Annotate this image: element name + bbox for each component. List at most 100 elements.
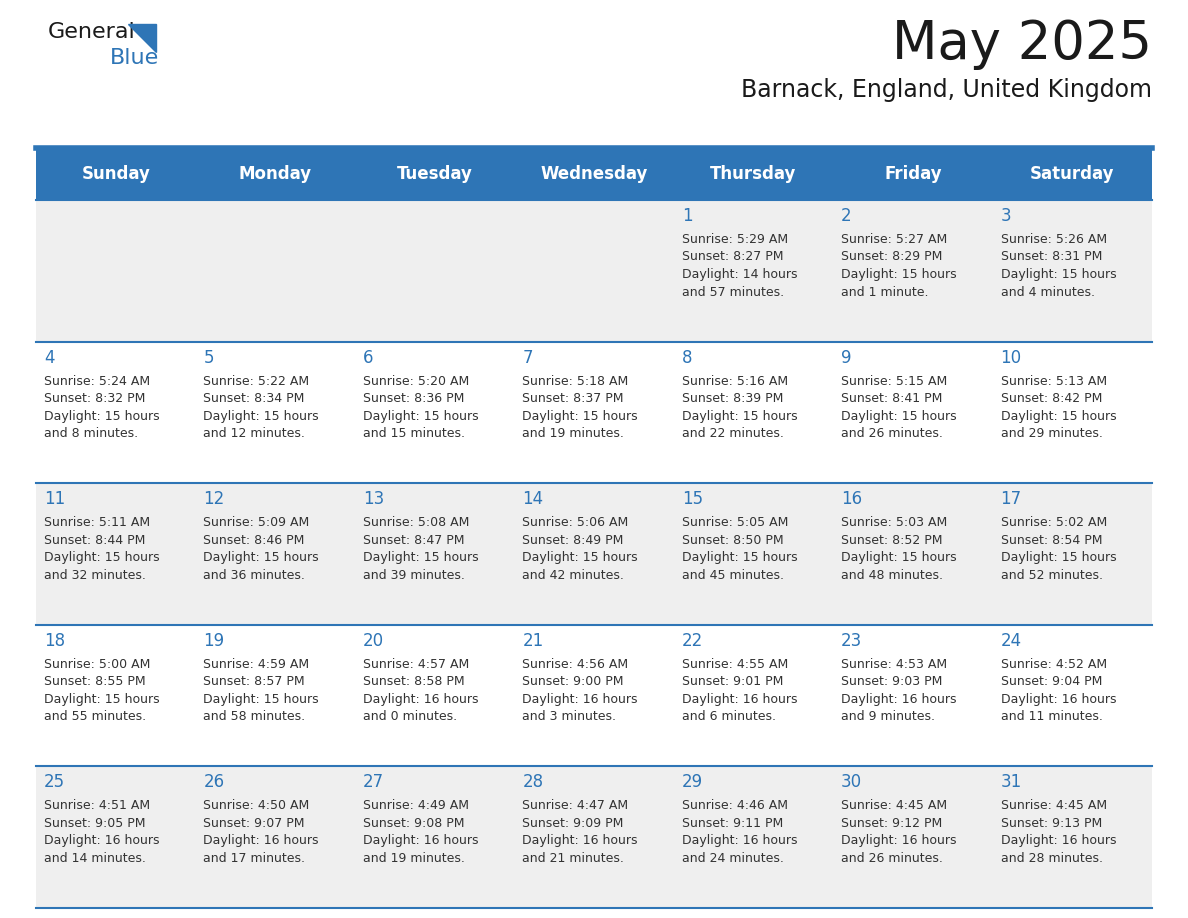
Text: Daylight: 15 hours: Daylight: 15 hours	[841, 409, 956, 422]
Text: Sunrise: 5:11 AM: Sunrise: 5:11 AM	[44, 516, 150, 529]
Text: Daylight: 15 hours: Daylight: 15 hours	[203, 551, 320, 565]
Text: Daylight: 16 hours: Daylight: 16 hours	[682, 834, 797, 847]
Text: Sunset: 8:42 PM: Sunset: 8:42 PM	[1000, 392, 1102, 405]
Text: Daylight: 15 hours: Daylight: 15 hours	[682, 551, 797, 565]
Text: 19: 19	[203, 632, 225, 650]
Text: Sunrise: 4:53 AM: Sunrise: 4:53 AM	[841, 658, 947, 671]
Text: 24: 24	[1000, 632, 1022, 650]
Text: 20: 20	[362, 632, 384, 650]
Text: Sunrise: 4:49 AM: Sunrise: 4:49 AM	[362, 800, 469, 812]
Text: 15: 15	[682, 490, 703, 509]
Text: Daylight: 15 hours: Daylight: 15 hours	[1000, 551, 1117, 565]
Text: Sunrise: 5:09 AM: Sunrise: 5:09 AM	[203, 516, 310, 529]
Text: Friday: Friday	[884, 165, 942, 183]
Text: and 11 minutes.: and 11 minutes.	[1000, 711, 1102, 723]
Text: 8: 8	[682, 349, 693, 366]
Text: Daylight: 15 hours: Daylight: 15 hours	[203, 693, 320, 706]
Text: Sunset: 9:09 PM: Sunset: 9:09 PM	[523, 817, 624, 830]
Text: Sunset: 9:08 PM: Sunset: 9:08 PM	[362, 817, 465, 830]
Text: 3: 3	[1000, 207, 1011, 225]
Text: 4: 4	[44, 349, 55, 366]
Polygon shape	[128, 24, 156, 52]
Bar	[36, 767, 1152, 908]
Text: Sunset: 8:55 PM: Sunset: 8:55 PM	[44, 676, 146, 688]
Text: 7: 7	[523, 349, 532, 366]
Text: and 22 minutes.: and 22 minutes.	[682, 427, 784, 440]
Text: Daylight: 16 hours: Daylight: 16 hours	[841, 834, 956, 847]
Text: Daylight: 15 hours: Daylight: 15 hours	[44, 409, 159, 422]
Text: and 21 minutes.: and 21 minutes.	[523, 852, 624, 865]
Text: Sunset: 8:32 PM: Sunset: 8:32 PM	[44, 392, 145, 405]
Text: 17: 17	[1000, 490, 1022, 509]
Text: Sunset: 8:58 PM: Sunset: 8:58 PM	[362, 676, 465, 688]
Bar	[36, 483, 1152, 625]
Text: Barnack, England, United Kingdom: Barnack, England, United Kingdom	[741, 78, 1152, 102]
Text: Sunset: 9:04 PM: Sunset: 9:04 PM	[1000, 676, 1102, 688]
Text: and 1 minute.: and 1 minute.	[841, 285, 929, 298]
Text: and 17 minutes.: and 17 minutes.	[203, 852, 305, 865]
Text: Sunrise: 5:05 AM: Sunrise: 5:05 AM	[682, 516, 788, 529]
Text: and 48 minutes.: and 48 minutes.	[841, 568, 943, 582]
Text: Sunrise: 4:52 AM: Sunrise: 4:52 AM	[1000, 658, 1107, 671]
Text: Sunrise: 4:51 AM: Sunrise: 4:51 AM	[44, 800, 150, 812]
Text: Sunrise: 4:55 AM: Sunrise: 4:55 AM	[682, 658, 788, 671]
Bar	[36, 200, 1152, 341]
Text: Daylight: 16 hours: Daylight: 16 hours	[523, 834, 638, 847]
Text: 27: 27	[362, 773, 384, 791]
Text: Sunrise: 5:08 AM: Sunrise: 5:08 AM	[362, 516, 469, 529]
Text: Daylight: 16 hours: Daylight: 16 hours	[841, 693, 956, 706]
Text: Daylight: 16 hours: Daylight: 16 hours	[44, 834, 159, 847]
Text: Sunrise: 5:22 AM: Sunrise: 5:22 AM	[203, 375, 310, 387]
Text: and 42 minutes.: and 42 minutes.	[523, 568, 624, 582]
Text: Daylight: 15 hours: Daylight: 15 hours	[1000, 409, 1117, 422]
Text: and 24 minutes.: and 24 minutes.	[682, 852, 784, 865]
Text: General: General	[48, 22, 135, 42]
Text: and 3 minutes.: and 3 minutes.	[523, 711, 617, 723]
Text: and 14 minutes.: and 14 minutes.	[44, 852, 146, 865]
Text: 23: 23	[841, 632, 862, 650]
Text: Sunset: 9:05 PM: Sunset: 9:05 PM	[44, 817, 145, 830]
Text: Sunset: 8:31 PM: Sunset: 8:31 PM	[1000, 251, 1102, 263]
Text: 18: 18	[44, 632, 65, 650]
Text: Sunday: Sunday	[81, 165, 150, 183]
Bar	[36, 148, 1152, 200]
Text: and 36 minutes.: and 36 minutes.	[203, 568, 305, 582]
Text: Sunrise: 4:45 AM: Sunrise: 4:45 AM	[1000, 800, 1107, 812]
Text: Sunrise: 5:20 AM: Sunrise: 5:20 AM	[362, 375, 469, 387]
Text: 12: 12	[203, 490, 225, 509]
Text: 30: 30	[841, 773, 862, 791]
Text: Sunrise: 4:59 AM: Sunrise: 4:59 AM	[203, 658, 310, 671]
Text: Sunset: 8:49 PM: Sunset: 8:49 PM	[523, 533, 624, 547]
Text: 6: 6	[362, 349, 373, 366]
Text: 26: 26	[203, 773, 225, 791]
Text: and 0 minutes.: and 0 minutes.	[362, 711, 457, 723]
Text: 21: 21	[523, 632, 544, 650]
Text: Sunset: 9:12 PM: Sunset: 9:12 PM	[841, 817, 942, 830]
Text: Daylight: 15 hours: Daylight: 15 hours	[682, 409, 797, 422]
Text: and 57 minutes.: and 57 minutes.	[682, 285, 784, 298]
Text: Sunrise: 5:06 AM: Sunrise: 5:06 AM	[523, 516, 628, 529]
Text: 9: 9	[841, 349, 852, 366]
Text: Sunset: 9:03 PM: Sunset: 9:03 PM	[841, 676, 942, 688]
Text: Daylight: 16 hours: Daylight: 16 hours	[682, 693, 797, 706]
Text: and 19 minutes.: and 19 minutes.	[362, 852, 465, 865]
Text: Sunrise: 5:03 AM: Sunrise: 5:03 AM	[841, 516, 947, 529]
Text: Sunset: 8:57 PM: Sunset: 8:57 PM	[203, 676, 305, 688]
Text: Monday: Monday	[239, 165, 311, 183]
Text: Sunrise: 4:45 AM: Sunrise: 4:45 AM	[841, 800, 947, 812]
Text: Sunset: 8:34 PM: Sunset: 8:34 PM	[203, 392, 305, 405]
Text: Sunset: 8:29 PM: Sunset: 8:29 PM	[841, 251, 942, 263]
Text: 1: 1	[682, 207, 693, 225]
Text: May 2025: May 2025	[892, 18, 1152, 70]
Text: Sunset: 9:01 PM: Sunset: 9:01 PM	[682, 676, 783, 688]
Text: Sunset: 8:52 PM: Sunset: 8:52 PM	[841, 533, 942, 547]
Bar	[36, 341, 1152, 483]
Text: Sunrise: 5:16 AM: Sunrise: 5:16 AM	[682, 375, 788, 387]
Text: and 26 minutes.: and 26 minutes.	[841, 427, 943, 440]
Text: Sunrise: 4:47 AM: Sunrise: 4:47 AM	[523, 800, 628, 812]
Text: and 29 minutes.: and 29 minutes.	[1000, 427, 1102, 440]
Text: Wednesday: Wednesday	[541, 165, 647, 183]
Text: Sunrise: 5:27 AM: Sunrise: 5:27 AM	[841, 233, 947, 246]
Text: and 6 minutes.: and 6 minutes.	[682, 711, 776, 723]
Text: Sunrise: 5:29 AM: Sunrise: 5:29 AM	[682, 233, 788, 246]
